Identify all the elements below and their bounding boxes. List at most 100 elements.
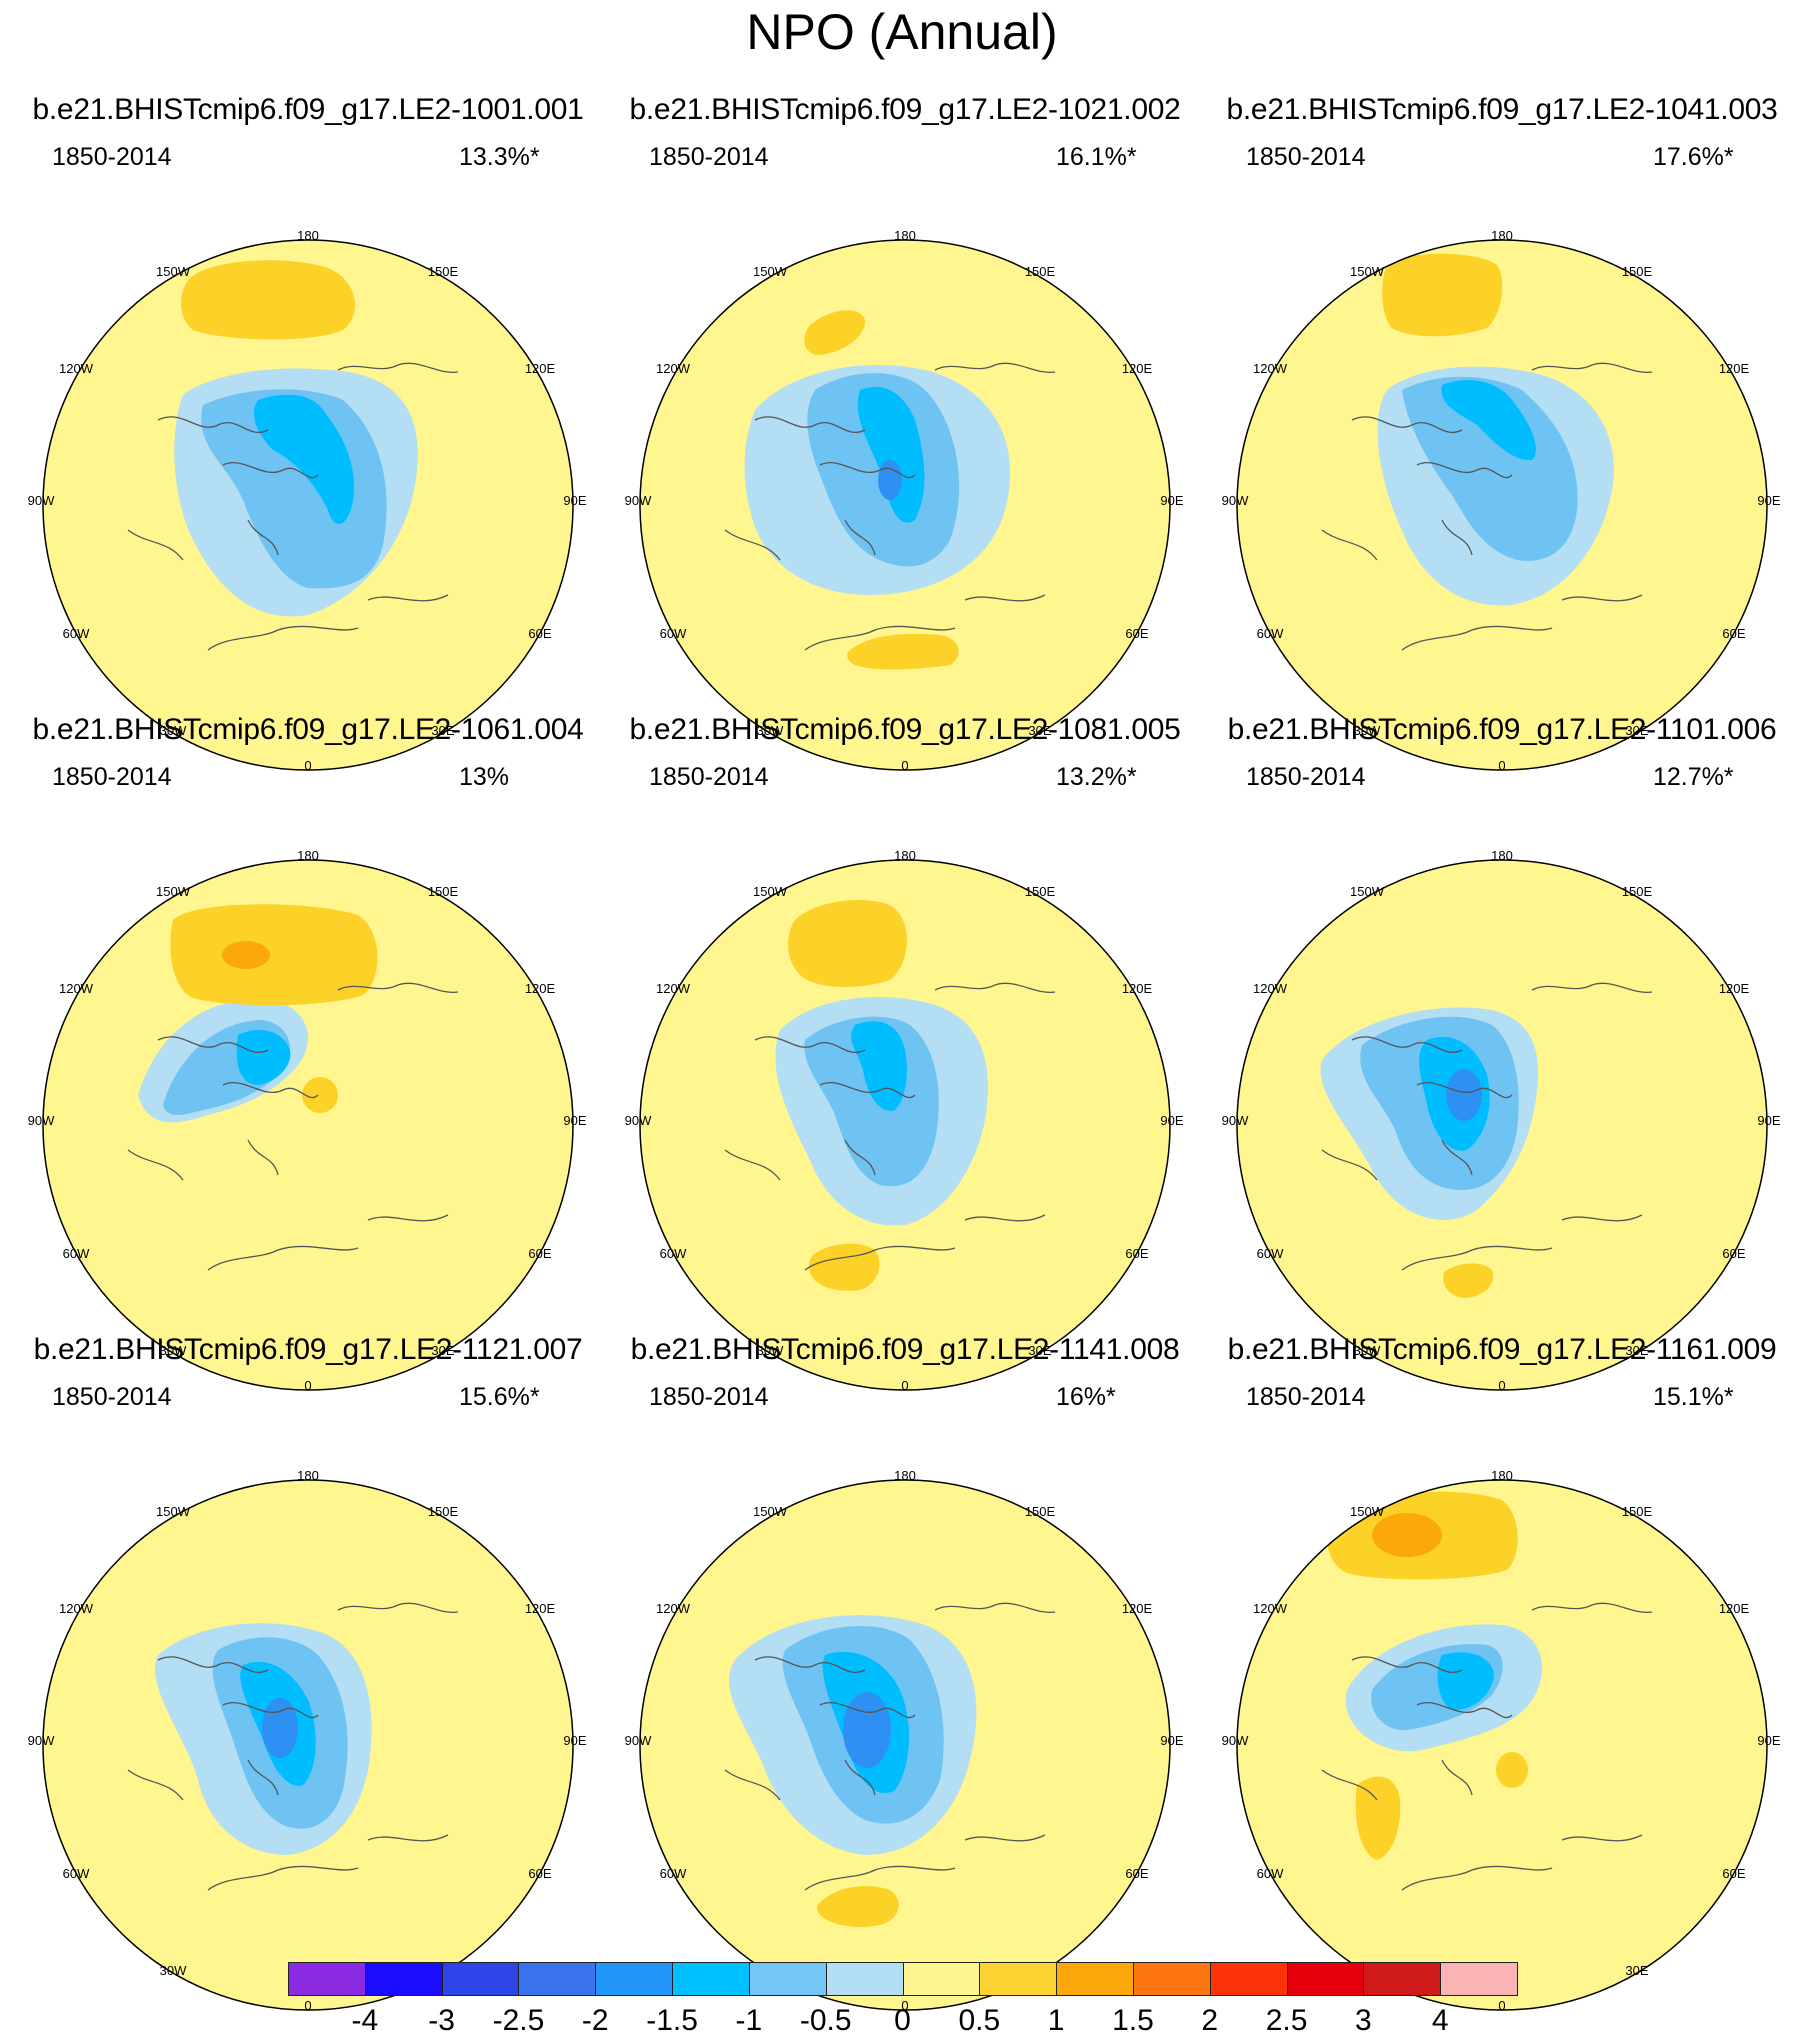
longitude-label: 30E	[1028, 723, 1051, 738]
contour-region--1.5	[236, 1030, 291, 1085]
longitude-label: 120W	[1253, 1601, 1288, 1616]
longitude-label: 150W	[1350, 1504, 1385, 1519]
longitude-label: 90W	[1222, 493, 1249, 508]
coastlines	[724, 1602, 1056, 1891]
longitude-label: 120E	[1719, 361, 1750, 376]
longitude-label: 0	[1498, 1378, 1505, 1393]
longitude-label: 60W	[660, 626, 687, 641]
longitude-label: 90E	[563, 493, 586, 508]
map-panel-4: 180 150E 120E 90E 60E 30E 0 30W 60W 90W 120W 150W b.…	[8, 710, 608, 1410]
panel-period: 1850-2014	[1246, 763, 1366, 791]
contour-region-0.5	[1382, 253, 1503, 337]
longitude-label: 120W	[656, 981, 691, 996]
contour-region-0.5	[181, 260, 355, 340]
map-border	[1236, 1479, 1768, 2011]
longitude-label: 90E	[1160, 1113, 1183, 1128]
longitude-label: 60E	[1125, 1866, 1148, 1881]
panel-variance-percent: 13%	[459, 763, 510, 791]
colorbar-tick-label: -2.5	[492, 2004, 545, 2037]
contour-region--2	[262, 1698, 298, 1758]
longitude-label: 30W	[160, 1963, 187, 1978]
coastlines	[127, 362, 459, 651]
colorbar-tick-label: -2	[581, 2004, 609, 2037]
longitude-label: 60E	[1722, 1246, 1745, 1261]
colorbar-tick-label: 1.5	[1112, 2004, 1154, 2037]
map-panel-6: 180 150E 120E 90E 60E 30E 0 30W 60W 90W 120W 150W b.…	[1202, 710, 1802, 1410]
contour-region--1.5	[857, 386, 925, 523]
longitude-label: 120E	[1122, 361, 1153, 376]
longitude-label: 60W	[660, 1866, 687, 1881]
colorbar-tick-label: -1	[735, 2004, 763, 2037]
longitude-label: 90W	[625, 493, 652, 508]
colorbar-swatch	[1363, 1962, 1442, 1996]
contour-region-0.5	[847, 633, 959, 670]
contour-region-0.5	[1355, 1776, 1401, 1860]
panel-period: 1850-2014	[649, 143, 769, 171]
contour-region-0.5	[302, 1077, 338, 1113]
longitude-label: 90E	[1757, 1733, 1780, 1748]
main-title: NPO (Annual)	[746, 4, 1058, 60]
panel-title: b.e21.BHISTcmip6.f09_g17.LE2-1081.005	[629, 713, 1181, 746]
map-border	[639, 1479, 1171, 2011]
longitude-label: 60W	[63, 626, 90, 641]
contour-region-0.5	[817, 1886, 899, 1927]
panel-title: b.e21.BHISTcmip6.f09_g17.LE2-1141.008	[630, 1333, 1180, 1366]
longitude-label: 30W	[1354, 1343, 1381, 1358]
longitude-label: 30W	[160, 723, 187, 738]
contour-region--1.5	[253, 394, 354, 524]
contour-region--1	[1402, 376, 1578, 561]
longitude-label: 90E	[563, 1113, 586, 1128]
colorbar-swatch	[288, 1962, 366, 1996]
longitude-label: 150E	[1025, 1504, 1056, 1519]
longitude-label: 60W	[63, 1866, 90, 1881]
panel-period: 1850-2014	[52, 1383, 172, 1411]
longitude-label: 120E	[525, 981, 556, 996]
longitude-label: 150W	[753, 264, 788, 279]
longitude-label: 30E	[1625, 723, 1648, 738]
longitude-label: 120E	[525, 1601, 556, 1616]
longitude-label: 30E	[431, 1343, 454, 1358]
contour-region--1.5	[851, 1021, 907, 1111]
longitude-label: 60W	[1257, 1866, 1284, 1881]
longitude-label: 30E	[1625, 1963, 1648, 1978]
contour-region--2	[843, 1692, 891, 1768]
longitude-label: 0	[901, 1998, 908, 2013]
colorbar-tick-label: -0.5	[799, 2004, 852, 2037]
contour-region-0.5	[170, 904, 378, 1006]
colorbar-swatch	[1209, 1962, 1288, 1996]
longitude-label: 60E	[528, 1866, 551, 1881]
longitude-label: 0	[1498, 758, 1505, 773]
longitude-label: 150W	[1350, 264, 1385, 279]
map-border	[1236, 239, 1768, 771]
contour-region-0.5	[804, 310, 866, 355]
longitude-label: 150E	[1622, 264, 1653, 279]
colorbar-swatch	[825, 1962, 904, 1996]
longitude-label: 60E	[1125, 626, 1148, 641]
longitude-label: 60W	[63, 1246, 90, 1261]
longitude-label: 0	[304, 1998, 311, 2013]
panel-period: 1850-2014	[52, 143, 172, 171]
longitude-label: 120E	[1122, 1601, 1153, 1616]
map-border	[1236, 859, 1768, 1391]
longitude-label: 120W	[1253, 981, 1288, 996]
coastlines	[1321, 982, 1653, 1271]
colorbar-swatch	[979, 1962, 1058, 1996]
colorbar-tick-label: 0	[894, 2004, 911, 2037]
colorbar-swatch	[1132, 1962, 1211, 1996]
coastlines	[1321, 362, 1653, 651]
longitude-label: 120W	[1253, 361, 1288, 376]
longitude-label: 120E	[1719, 981, 1750, 996]
longitude-label: 90W	[625, 1733, 652, 1748]
map-panel-3: 180 150E 120E 90E 60E 30E 0 30W 60W 90W 120W 150W b.…	[1202, 90, 1802, 790]
panel-variance-percent: 16.1%*	[1056, 143, 1137, 171]
map-border	[42, 239, 574, 771]
colorbar-tick-label: 2.5	[1265, 2004, 1308, 2037]
longitude-label: 120W	[59, 361, 94, 376]
map-border	[42, 859, 574, 1391]
coastlines	[1321, 1602, 1653, 1891]
